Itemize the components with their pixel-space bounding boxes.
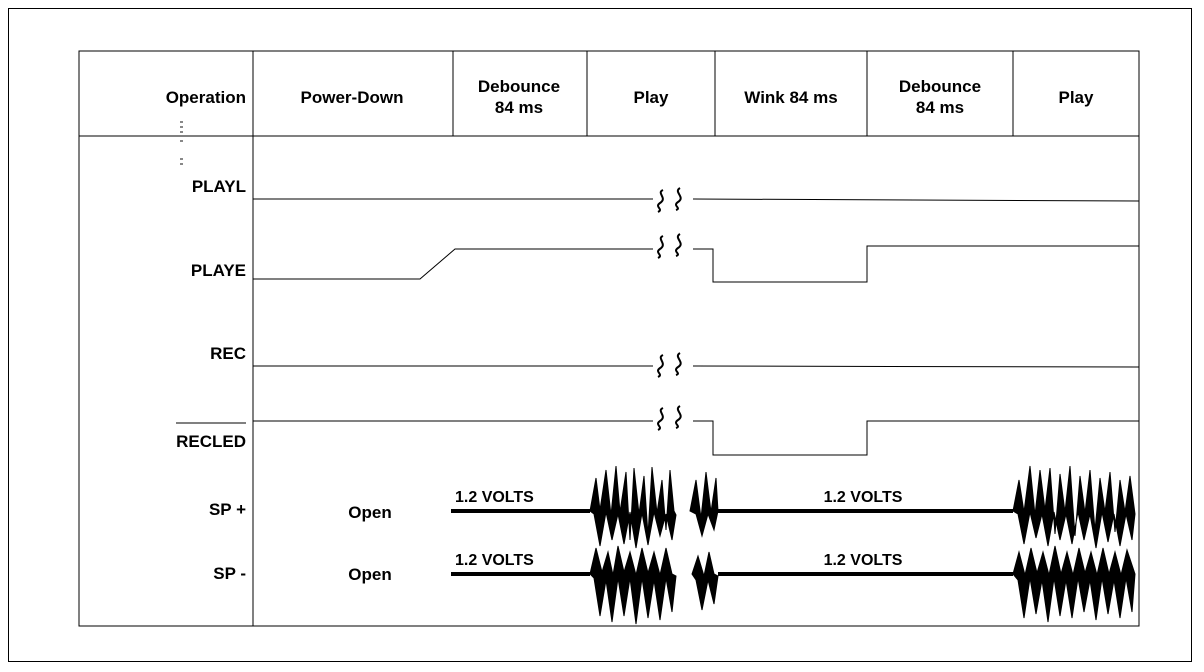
phase-play-2: Play xyxy=(1059,88,1095,107)
phase-power-down: Power-Down xyxy=(301,88,404,107)
phase-debounce-2-line1: Debounce xyxy=(899,77,981,96)
sp-minus-volts-1: 1.2 VOLTS xyxy=(455,552,534,569)
signal-label-recled: RECLED xyxy=(176,432,246,451)
signal-label-sp-minus: SP - xyxy=(213,564,246,583)
sp-plus-audio-burst-2 xyxy=(1012,465,1136,549)
sp-minus-open: Open xyxy=(348,565,391,584)
break-symbols xyxy=(657,187,682,431)
waveform-recled xyxy=(253,420,1139,456)
phase-dividers xyxy=(452,51,1014,136)
signal-label-sp-plus: SP + xyxy=(209,500,246,519)
sp-minus-audio-burst-2 xyxy=(1012,545,1136,623)
signal-label-rec: REC xyxy=(210,344,246,363)
table-border xyxy=(78,50,1140,627)
waveform-playe xyxy=(253,245,1139,283)
waveform-playl xyxy=(253,198,1140,202)
sp-plus-volts-2: 1.2 VOLTS xyxy=(824,489,903,506)
phase-play-1: Play xyxy=(634,88,670,107)
sp-minus-audio-burst-1b xyxy=(691,551,719,611)
sp-minus-volts-2: 1.2 VOLTS xyxy=(824,552,903,569)
sp-plus-volts-1: 1.2 VOLTS xyxy=(455,489,534,506)
signal-label-playl: PLAYL xyxy=(192,177,246,196)
diagram-frame xyxy=(8,8,1192,662)
sp-plus-audio-burst-1b xyxy=(689,471,719,538)
waveform-rec xyxy=(253,365,1140,368)
sp-minus-audio-burst-1 xyxy=(589,545,677,625)
signal-label-playe: PLAYE xyxy=(191,261,246,280)
sp-plus-open: Open xyxy=(348,503,391,522)
phase-wink: Wink 84 ms xyxy=(744,88,837,107)
dotted-marker xyxy=(180,121,183,165)
phase-debounce-2-line2: 84 ms xyxy=(916,98,964,117)
phase-debounce-1-line1: Debounce xyxy=(478,77,560,96)
phase-debounce-1-line2: 84 ms xyxy=(495,98,543,117)
operation-label: Operation xyxy=(166,88,246,107)
sp-plus-audio-burst-1 xyxy=(589,465,677,549)
